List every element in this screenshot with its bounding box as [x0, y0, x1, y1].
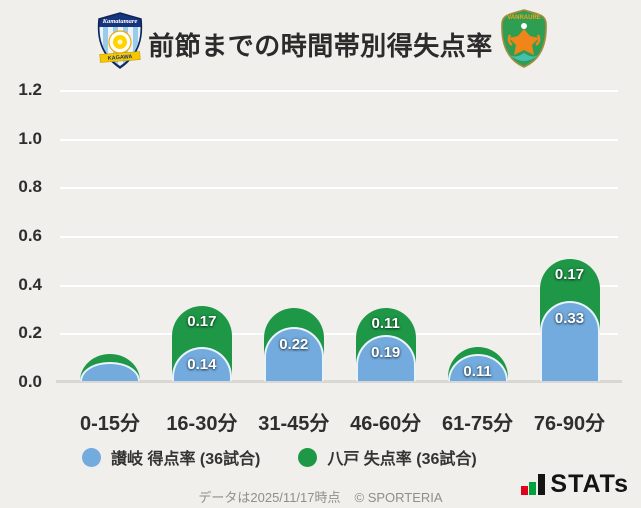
- gridline-1.0: [60, 138, 618, 141]
- bar-value-label: 0.22: [279, 336, 309, 354]
- hachinohe-legend-label: 八戸 失点率 (36試合): [327, 451, 477, 468]
- svg-text:KAGAWA: KAGAWA: [108, 54, 133, 62]
- y-tick-label-1.2: 1.2: [18, 80, 42, 99]
- bar-value-label: 0.17: [554, 266, 585, 284]
- x-tick-label-46-60分: 46-60分: [350, 413, 422, 435]
- y-tick-label-1.0: 1.0: [18, 128, 42, 148]
- x-tick-label-16-30分: 16-30分: [166, 413, 238, 435]
- y-tick-label-0.4: 0.4: [18, 274, 42, 294]
- bar-value-label: 0.17: [187, 312, 217, 330]
- copyright: © SPORTERIA: [354, 490, 443, 505]
- bar-chart-icon: [521, 474, 546, 497]
- bar-value-label: 0.11: [463, 363, 492, 381]
- bar-value-label: 0.33: [554, 309, 585, 327]
- sanuki-legend-dot: [82, 447, 101, 467]
- x-tick-label-61-75分: 61-75分: [442, 413, 514, 435]
- gridline-0.8: [60, 187, 618, 190]
- stats-brand-logo: STATs: [521, 472, 629, 497]
- y-tick-label-0.0: 0.0: [18, 372, 42, 391]
- x-axis: 0-15分 16-30分 31-45分 46-60分 61-75分 76-90分: [60, 407, 618, 437]
- legend-item-sanuki: 讃岐 得点率 (36試合): [82, 445, 260, 469]
- x-tick-label-0-15分: 0-15分: [79, 413, 141, 435]
- bar-sanuki-goal-rate-46-60分: 0.19: [355, 334, 416, 381]
- hachinohe-legend-dot: [298, 447, 318, 467]
- bar-value-label: 0.14: [187, 355, 217, 373]
- y-tick-label-0.2: 0.2: [18, 323, 42, 343]
- svg-text:VANRAURE: VANRAURE: [507, 15, 541, 21]
- y-tick-label-0.8: 0.8: [18, 177, 42, 197]
- bar-value-label: 0.19: [371, 343, 401, 361]
- axis-baseline: [56, 380, 622, 383]
- gridline-0.4: [60, 284, 618, 287]
- sanuki-legend-label: 讃岐 得点率 (36試合): [111, 451, 261, 468]
- bar-sanuki-goal-rate-76-90分: 0.33: [539, 300, 600, 381]
- hachinohe-crest-graphic: VANRAURE: [501, 9, 547, 68]
- bar-value-label: 0.11: [371, 315, 400, 332]
- plot-area: 0.17 0.14 0.22 0.11 0.19 0.11 0.17 0.33: [56, 90, 622, 383]
- legend-item-hachinohe: 八戸 失点率 (36試合): [298, 445, 477, 469]
- page-title: 前節までの時間帯別得失点率: [148, 31, 493, 61]
- x-tick-label-76-90分: 76-90分: [533, 413, 606, 435]
- kamatamare-sanuki-crest: Kamatamare KAGAWA: [93, 12, 147, 74]
- data-date-note: データは2025/11/17時点: [198, 490, 341, 505]
- gridline-0.2: [60, 333, 618, 336]
- gridline-0.6: [60, 236, 618, 238]
- svg-text:Kamatamare: Kamatamare: [102, 18, 138, 25]
- y-axis: 0.0 0.2 0.4 0.6 0.8 1.0 1.2: [0, 80, 48, 391]
- vanraure-hachinohe-crest: VANRAURE: [496, 9, 552, 73]
- legend: 讃岐 得点率 (36試合) 八戸 失点率 (36試合): [82, 445, 477, 469]
- bar-sanuki-goal-rate-31-45分: 0.22: [263, 327, 324, 381]
- stats-brand-text: STATs: [550, 470, 629, 498]
- gridline-1.2: [60, 90, 618, 92]
- y-tick-label-0.6: 0.6: [18, 226, 42, 245]
- footer-note: データは2025/11/17時点 © SPORTERIA: [0, 487, 641, 506]
- sanuki-crest-graphic: Kamatamare KAGAWA: [97, 12, 143, 69]
- x-tick-label-31-45分: 31-45分: [258, 413, 330, 435]
